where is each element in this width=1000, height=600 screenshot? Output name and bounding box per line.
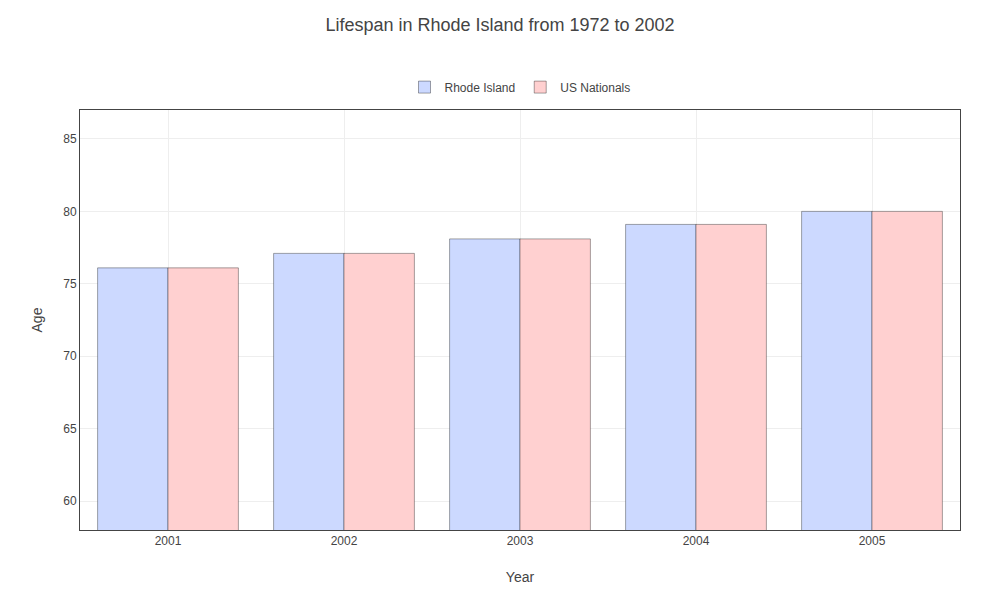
svg-text:2005: 2005 [859,534,886,548]
svg-text:Age: Age [29,307,45,332]
svg-text:70: 70 [63,349,77,363]
svg-text:60: 60 [63,494,77,508]
svg-text:65: 65 [63,422,77,436]
svg-text:2002: 2002 [331,534,358,548]
svg-text:2001: 2001 [155,534,182,548]
svg-text:Year: Year [506,569,535,585]
svg-text:US Nationals: US Nationals [560,81,630,95]
svg-text:2004: 2004 [683,534,710,548]
svg-text:75: 75 [63,277,77,291]
svg-text:80: 80 [63,205,77,219]
svg-text:85: 85 [63,132,77,146]
svg-text:2003: 2003 [507,534,534,548]
svg-text:Lifespan in Rhode Island from: Lifespan in Rhode Island from 1972 to 20… [325,15,674,35]
svg-text:Rhode Island: Rhode Island [445,81,516,95]
